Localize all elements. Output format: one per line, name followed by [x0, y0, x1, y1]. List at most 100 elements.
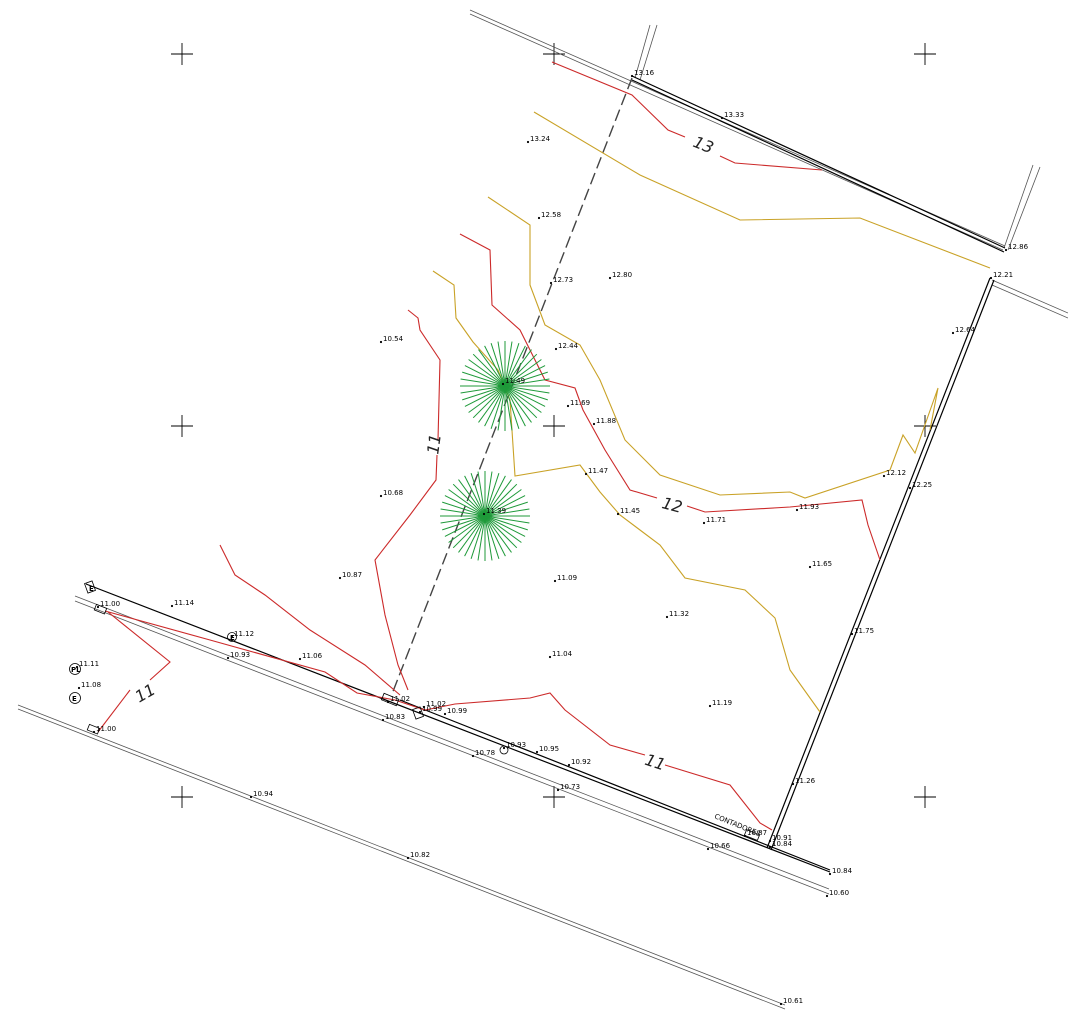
meter-icon: [93, 603, 108, 615]
crosshair-icon: [914, 43, 936, 65]
spot-elevation-label: 12.25: [912, 481, 932, 489]
spot-elevation-label: 10.73: [560, 783, 580, 791]
tree-branch: [504, 365, 546, 387]
spot-elevation-label: 11.12: [234, 630, 254, 638]
tree-branch: [464, 515, 486, 557]
spot-point: [553, 579, 557, 583]
tree-branch: [462, 385, 506, 401]
spot-elevation-label: 11.09: [557, 574, 577, 582]
spot-point: [708, 704, 712, 708]
spot-point: [828, 872, 832, 876]
spot-elevation-label: 10.84: [832, 867, 853, 875]
tree-branch: [504, 385, 520, 429]
spot-point: [418, 710, 422, 714]
tree-branch: [504, 385, 526, 427]
tree-branch: [504, 343, 520, 387]
tree-branch: [452, 483, 486, 517]
tree-branch: [484, 385, 506, 427]
spot-elevation-label: 10.95: [539, 745, 559, 753]
tree-branch: [442, 515, 486, 531]
spot-point: [381, 718, 385, 722]
contour-label-11: 11: [423, 433, 445, 456]
tree-branch: [444, 515, 486, 537]
spot-elevation-label: 10.91: [772, 834, 792, 842]
tree-branch: [458, 479, 486, 517]
spot-point: [226, 656, 230, 660]
spot-elevation-label: 10.61: [783, 997, 803, 1005]
tree-branch: [484, 479, 512, 517]
tree-branch: [460, 378, 506, 387]
tree-branch: [504, 385, 548, 401]
crosshair-icon: [171, 786, 193, 808]
crosshair-icon: [914, 786, 936, 808]
tree-branch: [472, 385, 506, 419]
spot-elevation-label: 10.82: [410, 851, 430, 859]
tree-branch: [444, 495, 486, 517]
utility-box-icon: [412, 706, 424, 720]
spot-point: [665, 615, 669, 619]
spot-elevation-label: 10.83: [385, 713, 405, 721]
spot-point: [75, 665, 79, 669]
spot-point: [526, 140, 530, 144]
spot-point: [592, 422, 596, 426]
spot-elevation-label: 11.08: [81, 681, 101, 689]
tree-branch: [470, 515, 486, 559]
tree-branch: [484, 483, 518, 517]
spot-elevation-label: 12.21: [993, 271, 1013, 279]
tree-branch: [484, 345, 506, 387]
spot-point: [379, 494, 383, 498]
tree-branch: [484, 489, 522, 517]
spot-elevation-label: 11.45: [620, 507, 640, 515]
tree-branch: [452, 515, 486, 549]
spot-point: [482, 512, 486, 516]
tree-branch: [442, 501, 486, 517]
spot-point: [808, 565, 812, 569]
tree-branch: [504, 385, 542, 413]
utility-box-icon: [84, 580, 96, 594]
spot-elevation-label: 11.11: [79, 660, 99, 668]
spot-point: [379, 340, 383, 344]
tree-1: [460, 341, 550, 431]
tree-branch: [484, 515, 493, 561]
tree-branch: [448, 489, 486, 517]
spot-elevation-label: 10.54: [383, 335, 404, 343]
spot-elevation-label: 11.02: [390, 695, 410, 703]
spot-point: [791, 782, 795, 786]
spot-point: [1004, 248, 1008, 252]
tree-branch: [484, 515, 530, 524]
symbol-letters: E E PL E: [71, 585, 235, 703]
spot-point: [422, 705, 426, 709]
spot-elevation-label: 10.99: [422, 705, 442, 713]
tree-branch: [464, 475, 486, 517]
symbol-letter: E: [72, 695, 77, 703]
spot-elevation-label: 12.12: [886, 469, 906, 477]
spot-elevation-label: 11.26: [795, 777, 816, 785]
spot-elevation-label: 11.32: [669, 610, 689, 618]
spot-point: [951, 331, 955, 335]
spot-point: [230, 635, 234, 639]
tree-branch: [462, 371, 506, 387]
spot-elevation-label: 13.16: [634, 69, 655, 77]
spot-point: [549, 281, 553, 285]
spot-point: [96, 605, 100, 609]
spot-elevation-label: 11.04: [552, 650, 573, 658]
spot-point: [338, 576, 342, 580]
spot-point: [616, 512, 620, 516]
tree-branch: [468, 385, 506, 413]
well-icon: [69, 663, 81, 675]
spot-elevation-label: 10.78: [475, 749, 495, 757]
contour-label-13: 13: [690, 132, 716, 157]
spot-point: [720, 116, 724, 120]
spot-elevation-label: 11.39: [486, 507, 506, 515]
tree-branch: [478, 349, 506, 387]
spot-elevation-label: 10.84: [772, 840, 793, 848]
spot-elevation-label: 10.99: [447, 707, 467, 715]
tree-branch: [440, 515, 486, 524]
tree-branch: [504, 385, 546, 407]
spot-point: [630, 74, 634, 78]
crosshair-icon: [543, 43, 565, 65]
spot-elevations: 13.16 13.33 13.24 12.58 12.73 12.80 12.86 12.21…: [75, 69, 1029, 1006]
spot-elevation-label: 11.14: [174, 599, 195, 607]
tree-branch: [504, 353, 538, 387]
spot-point: [567, 763, 571, 767]
